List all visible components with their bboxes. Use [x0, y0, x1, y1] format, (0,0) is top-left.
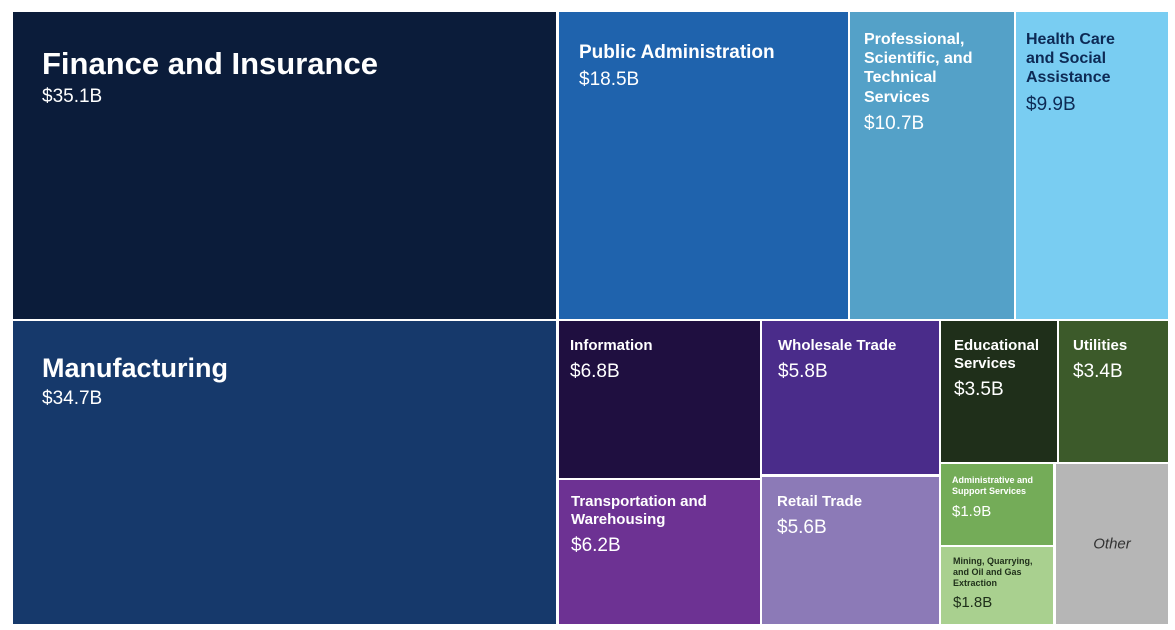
- tile-value-label: $10.7B: [864, 112, 925, 134]
- tile-retail-trade: Retail Trade $5.6B: [762, 477, 939, 624]
- tile-name: Public Administration: [579, 42, 775, 63]
- tile-value-label: $6.8B: [570, 361, 620, 382]
- tile-name: Other: [1093, 535, 1131, 553]
- tile-wholesale-trade: Wholesale Trade $5.8B: [762, 321, 939, 474]
- tile-utilities: Utilities $3.4B: [1059, 321, 1168, 462]
- tile-name: Information: [570, 337, 653, 354]
- tile-professional-scientific-and-technical-services: Professional, Scientific, and Technical …: [850, 12, 1014, 319]
- tile-value-label: $1.9B: [952, 502, 992, 520]
- tile-value-label: $5.8B: [778, 361, 828, 382]
- tile-value-label: $6.2B: [571, 535, 621, 556]
- tile-name: Retail Trade: [777, 493, 863, 510]
- tile-value-label: $35.1B: [42, 86, 103, 108]
- tile-value-label: $3.4B: [1073, 361, 1123, 382]
- tile-name: Transportation and Warehousing: [571, 493, 707, 528]
- tile-mining-quarrying-and-oil-and-gas-extraction: Mining, Quarrying, and Oil and Gas Extra…: [941, 547, 1053, 624]
- tile-value-label: $34.7B: [42, 388, 103, 410]
- tile-name: Professional, Scientific, and Technical …: [864, 31, 973, 106]
- tile-manufacturing: Manufacturing $34.7B: [13, 321, 556, 624]
- tile-value-label: $5.6B: [777, 517, 827, 538]
- tile-public-administration: Public Administration $18.5B: [559, 12, 848, 319]
- tile-name: Finance and Insurance: [42, 46, 378, 81]
- tile-name: Mining, Quarrying, and Oil and Gas Extra…: [953, 556, 1033, 588]
- tile-value-label: $3.5B: [954, 379, 1004, 400]
- tile-value-label: $9.9B: [1026, 93, 1076, 115]
- tile-administrative-and-support-services: Administrative and Support Services $1.9B: [941, 464, 1053, 545]
- tile-name: Educational Services: [954, 337, 1040, 372]
- tile-value-label: $1.8B: [953, 594, 993, 612]
- tile-name: Utilities: [1073, 337, 1128, 354]
- tile-finance-and-insurance: Finance and Insurance $35.1B: [13, 12, 556, 319]
- tile-name: Wholesale Trade: [778, 337, 897, 354]
- tile-value-label: $18.5B: [579, 68, 640, 90]
- tile-name: Administrative and Support Services: [952, 475, 1034, 496]
- tile-name: Health Care and Social Assistance: [1026, 31, 1115, 87]
- tile-educational-services: Educational Services $3.5B: [941, 321, 1057, 462]
- tile-other: Other: [1056, 464, 1168, 624]
- tile-health-care-and-social-assistance: Health Care and Social Assistance $9.9B: [1016, 12, 1168, 319]
- tile-transportation-and-warehousing: Transportation and Warehousing $6.2B: [559, 480, 760, 624]
- tile-name: Manufacturing: [42, 353, 228, 383]
- tile-information: Information $6.8B: [559, 321, 760, 478]
